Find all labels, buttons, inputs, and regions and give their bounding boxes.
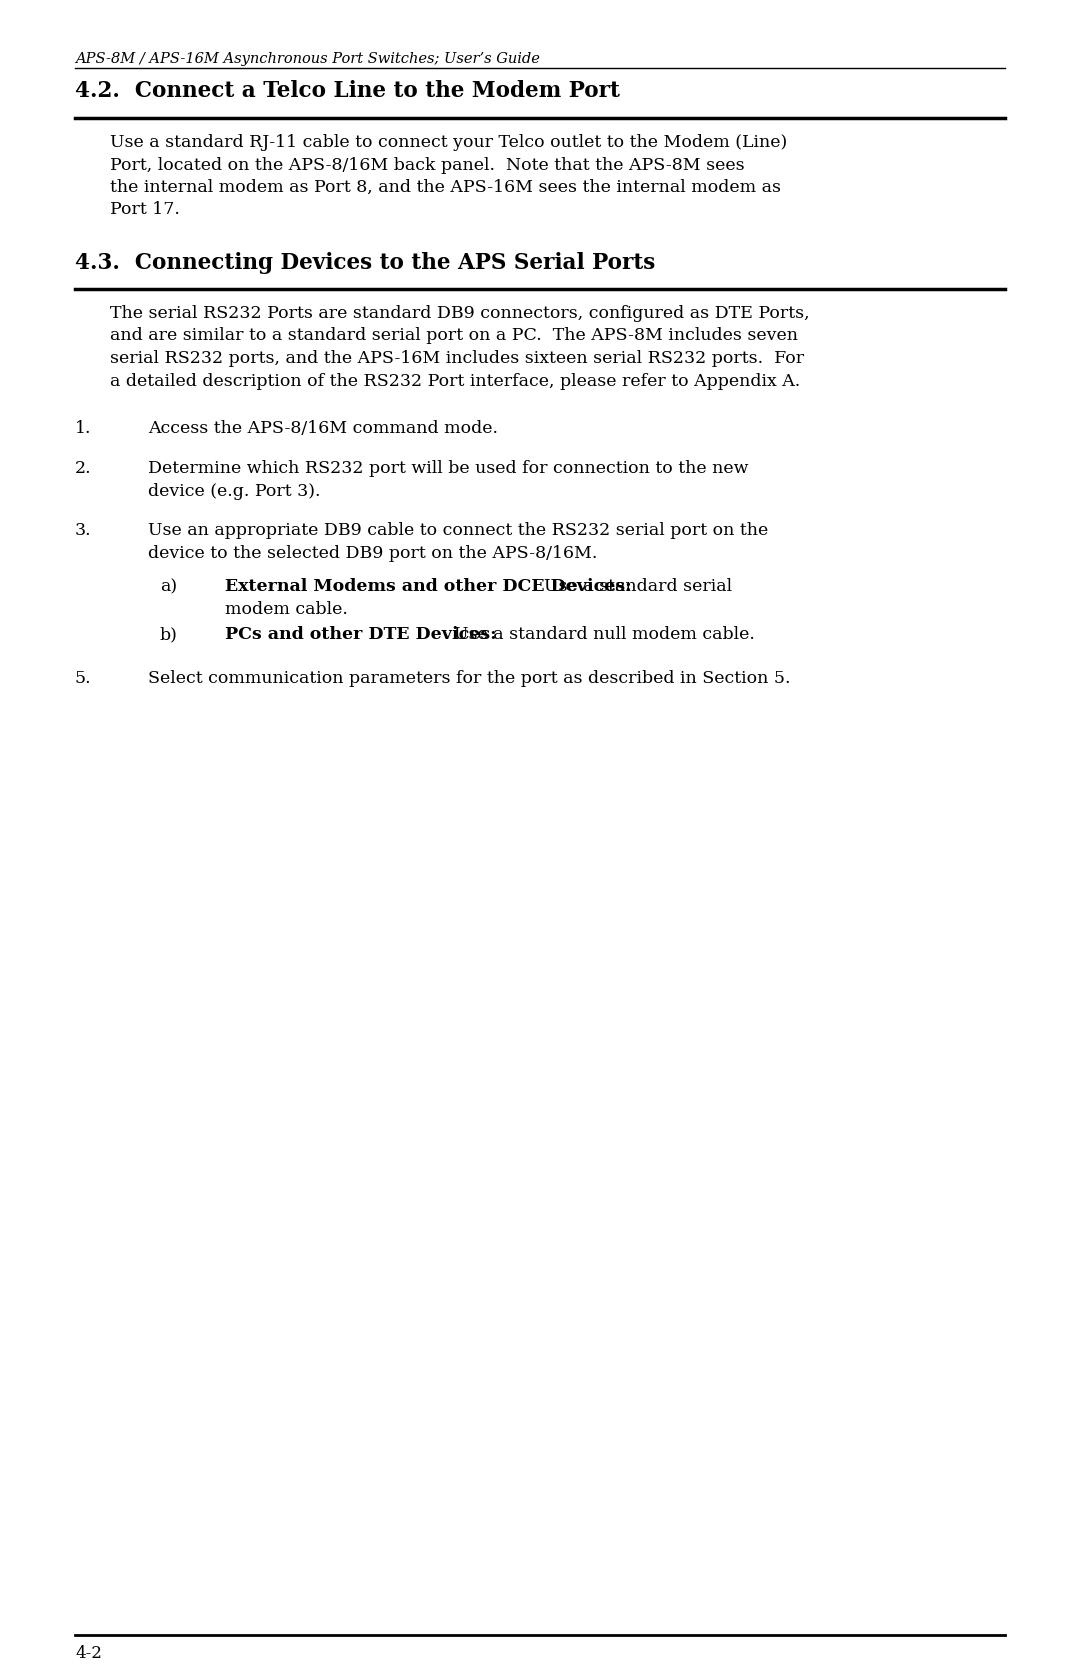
Text: the internal modem as Port 8, and the APS-16M sees the internal modem as: the internal modem as Port 8, and the AP…: [110, 179, 781, 195]
Text: 3.: 3.: [75, 522, 92, 539]
Text: a detailed description of the RS232 Port interface, please refer to Appendix A.: a detailed description of the RS232 Port…: [110, 372, 800, 389]
Text: The serial RS232 Ports are standard DB9 connectors, configured as DTE Ports,: The serial RS232 Ports are standard DB9 …: [110, 305, 810, 322]
Text: 5.: 5.: [75, 669, 92, 688]
Text: 4.3.  Connecting Devices to the APS Serial Ports: 4.3. Connecting Devices to the APS Seria…: [75, 252, 656, 274]
Text: Access the APS-8/16M command mode.: Access the APS-8/16M command mode.: [148, 421, 498, 437]
Text: PCs and other DTE Devices:: PCs and other DTE Devices:: [225, 626, 497, 643]
Text: Use a standard RJ-11 cable to connect your Telco outlet to the Modem (Line): Use a standard RJ-11 cable to connect yo…: [110, 134, 787, 150]
Text: device to the selected DB9 port on the APS-8/16M.: device to the selected DB9 port on the A…: [148, 544, 597, 561]
Text: and are similar to a standard serial port on a PC.  The APS-8M includes seven: and are similar to a standard serial por…: [110, 327, 798, 344]
Text: device (e.g. Port 3).: device (e.g. Port 3).: [148, 482, 321, 499]
Text: serial RS232 ports, and the APS-16M includes sixteen serial RS232 ports.  For: serial RS232 ports, and the APS-16M incl…: [110, 350, 805, 367]
Text: 4-2: 4-2: [75, 1646, 102, 1662]
Text: Port, located on the APS-8/16M back panel.  Note that the APS-8M sees: Port, located on the APS-8/16M back pane…: [110, 157, 744, 174]
Text: a): a): [160, 577, 177, 596]
Text: Determine which RS232 port will be used for connection to the new: Determine which RS232 port will be used …: [148, 461, 748, 477]
Text: Port 17.: Port 17.: [110, 202, 180, 219]
Text: Use an appropriate DB9 cable to connect the RS232 serial port on the: Use an appropriate DB9 cable to connect …: [148, 522, 768, 539]
Text: Use a standard serial: Use a standard serial: [534, 577, 732, 596]
Text: Use a standard null modem cable.: Use a standard null modem cable.: [443, 626, 755, 643]
Text: External Modems and other DCE Devices:: External Modems and other DCE Devices:: [225, 577, 632, 596]
Text: Select communication parameters for the port as described in Section 5.: Select communication parameters for the …: [148, 669, 791, 688]
Text: 4.2.  Connect a Telco Line to the Modem Port: 4.2. Connect a Telco Line to the Modem P…: [75, 80, 620, 102]
Text: 1.: 1.: [75, 421, 92, 437]
Text: 2.: 2.: [75, 461, 92, 477]
Text: APS-8M / APS-16M Asynchronous Port Switches; User’s Guide: APS-8M / APS-16M Asynchronous Port Switc…: [75, 52, 540, 67]
Text: modem cable.: modem cable.: [225, 601, 348, 618]
Text: b): b): [160, 626, 178, 643]
